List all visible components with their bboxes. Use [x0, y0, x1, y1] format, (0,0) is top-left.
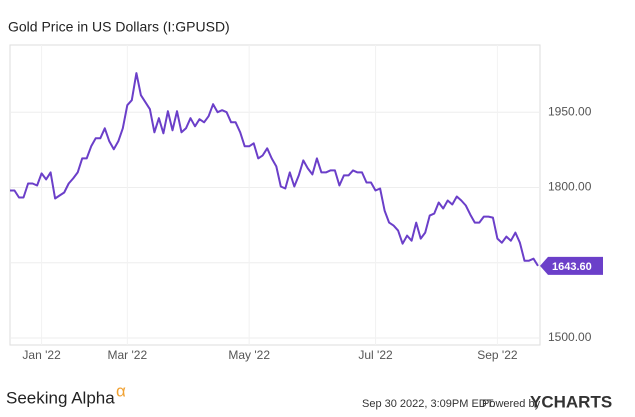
y-tick-label: 1500.00 — [548, 330, 592, 344]
y-tick-label: 1800.00 — [548, 180, 592, 194]
x-tick-label: Sep '22 — [477, 348, 518, 362]
powered-by: Powered by — [482, 398, 541, 410]
y-tick-label: 1950.00 — [548, 104, 592, 118]
price-line — [10, 72, 539, 267]
plot-frame — [9, 44, 541, 346]
chart-title: Gold Price in US Dollars (I:GPUSD) — [8, 19, 230, 35]
x-tick-label: Mar '22 — [108, 348, 148, 362]
x-tick-label: Jan '22 — [22, 348, 61, 362]
brand-symbol: α — [116, 381, 126, 400]
brand: Seeking Alpha — [6, 388, 115, 407]
x-tick-label: Jul '22 — [358, 348, 393, 362]
provider: YCHARTS — [530, 392, 612, 411]
last-value-flag — [540, 256, 603, 275]
timestamp: Sep 30 2022, 3:09PM EDT. — [362, 398, 495, 410]
x-tick-label: May '22 — [228, 348, 270, 362]
last-value-label: 1643.60 — [552, 261, 592, 273]
